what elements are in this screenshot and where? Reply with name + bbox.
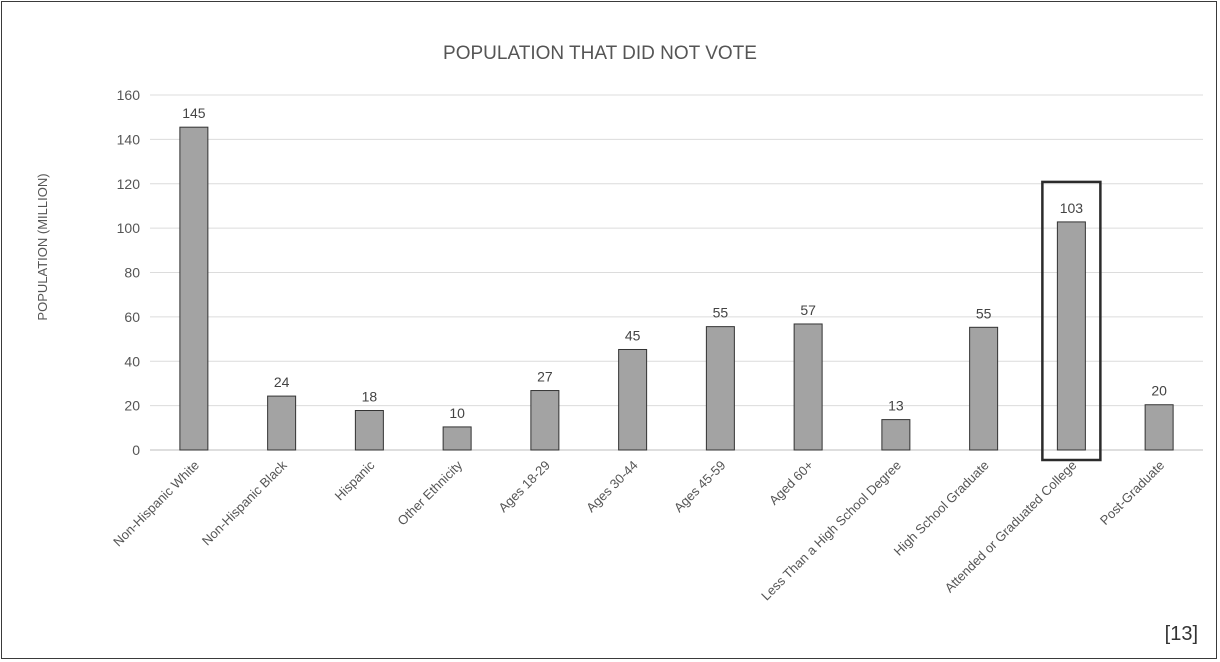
y-tick-labels: 0 20 40 60 80 100 120 140 160 <box>117 87 141 458</box>
bar <box>1144 404 1174 451</box>
data-label: 27 <box>537 369 553 385</box>
y-tick-label: 100 <box>117 220 141 236</box>
y-axis-label: POPULATION (MILLION) <box>35 173 50 320</box>
data-label: 103 <box>1060 200 1084 216</box>
x-tick-label: Hispanic <box>332 457 378 503</box>
y-tick-label: 20 <box>124 398 140 414</box>
data-label: 55 <box>976 305 992 321</box>
data-label: 24 <box>274 374 290 390</box>
gridlines <box>150 94 1203 451</box>
data-label: 13 <box>888 398 904 414</box>
x-tick-label: Other Ethnicity <box>394 457 465 528</box>
bar <box>793 323 823 451</box>
x-tick-label: Ages 30-44 <box>583 458 641 516</box>
data-label: 145 <box>182 105 206 121</box>
bar <box>969 326 999 451</box>
data-label: 10 <box>449 405 465 421</box>
data-label: 20 <box>1151 383 1167 399</box>
bar <box>179 126 209 451</box>
data-labels: 145 24 18 10 27 45 55 57 13 55 103 20 <box>182 105 1167 421</box>
bar <box>881 419 911 451</box>
x-tick-label: High School Graduate <box>891 458 992 559</box>
x-tick-label: Non-Hispanic Black <box>199 457 290 548</box>
bar <box>530 390 560 451</box>
bar <box>267 395 297 451</box>
x-tick-label: Less Than a High School Degree <box>758 458 904 604</box>
y-tick-label: 40 <box>124 353 140 369</box>
x-tick-label: Non-Hispanic White <box>110 458 202 550</box>
bar <box>442 426 472 451</box>
y-tick-label: 140 <box>117 131 141 147</box>
bar <box>354 410 384 451</box>
x-tick-label: Ages 45-59 <box>671 458 729 516</box>
data-label: 55 <box>713 305 729 321</box>
chart-title: POPULATION THAT DID NOT VOTE <box>443 43 757 64</box>
bar <box>618 348 648 451</box>
data-label: 57 <box>800 302 816 318</box>
bar <box>705 326 735 451</box>
y-tick-label: 60 <box>124 309 140 325</box>
x-tick-label: Post-Graduate <box>1097 458 1167 528</box>
y-tick-label: 160 <box>117 87 141 103</box>
bars <box>179 126 1174 451</box>
y-tick-label: 120 <box>117 176 141 192</box>
highlight-box <box>1041 180 1102 462</box>
footnote: [13] <box>1164 623 1198 645</box>
data-label: 45 <box>625 327 641 343</box>
x-tick-label: Aged 60+ <box>766 458 816 508</box>
x-tick-label: Ages 18-29 <box>495 458 553 516</box>
y-tick-label: 80 <box>124 265 140 281</box>
data-label: 18 <box>362 389 378 405</box>
y-tick-label: 0 <box>132 442 140 458</box>
bar <box>1056 221 1086 451</box>
